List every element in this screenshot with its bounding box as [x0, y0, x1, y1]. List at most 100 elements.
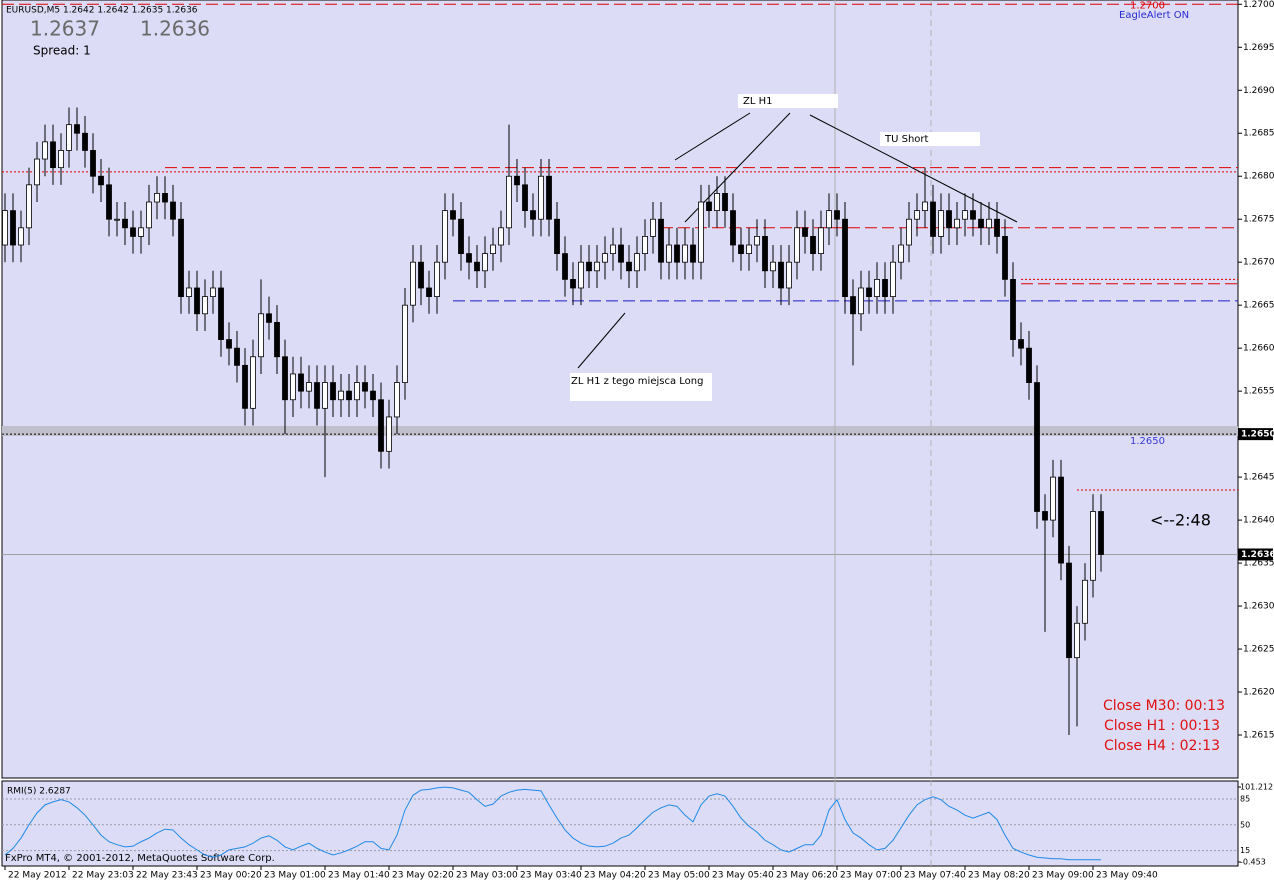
- candle-body: [762, 236, 768, 272]
- candle-body: [258, 313, 264, 358]
- candle-body: [50, 141, 56, 169]
- candle-body: [90, 150, 96, 177]
- candle-body: [722, 193, 728, 212]
- candle-body: [234, 347, 240, 366]
- candle-body: [282, 356, 288, 401]
- candle-body: [978, 218, 984, 229]
- x-tick-label: 23 May 07:00: [840, 871, 902, 881]
- indicator-tick-label: 15: [1240, 846, 1250, 855]
- candle-body: [546, 175, 552, 220]
- candle-body: [898, 244, 904, 263]
- level-label: 1.2650: [1130, 436, 1165, 447]
- y-tick-label: 1.2645: [1243, 473, 1274, 483]
- bid-quote: 1.2637: [30, 17, 100, 41]
- candle-body: [130, 227, 136, 237]
- candle-body: [122, 218, 128, 229]
- indicator-label: RMI(5) 2.6287: [7, 787, 71, 797]
- candle-body: [882, 278, 888, 297]
- candle-body: [162, 193, 168, 203]
- candle-body: [906, 218, 912, 246]
- candle-body: [346, 390, 352, 401]
- candle-body: [42, 141, 48, 160]
- candle-body: [74, 124, 80, 134]
- candle-body: [106, 184, 112, 220]
- candle-body: [602, 253, 608, 263]
- candle-body: [826, 210, 832, 229]
- price-label-box: [1238, 548, 1273, 561]
- candle-body: [746, 244, 752, 255]
- candle-body: [594, 261, 600, 272]
- countdown: <--2:48: [1150, 511, 1211, 530]
- trend-line: [809, 114, 1018, 223]
- x-tick-label: 23 May 06:20: [776, 871, 838, 881]
- trend-line: [577, 312, 626, 369]
- x-tick-label: 23 May 00:20: [200, 871, 262, 881]
- candle-body: [290, 373, 296, 401]
- ask-quote: 1.2636: [140, 17, 210, 41]
- candle-body: [970, 210, 976, 220]
- y-tick-label: 1.2675: [1243, 215, 1274, 225]
- price-label: 1.2650: [1241, 430, 1274, 440]
- candle-body: [306, 382, 312, 392]
- annotation: ZL H1: [743, 96, 772, 107]
- candle-body: [354, 382, 360, 401]
- candle-body: [730, 210, 736, 246]
- candle-body: [498, 227, 504, 246]
- candle-body: [178, 218, 184, 297]
- candle-body: [562, 253, 568, 280]
- candle-body: [818, 227, 824, 255]
- candle-body: [66, 124, 72, 151]
- candle-body: [298, 373, 304, 392]
- candle-body: [1042, 511, 1048, 521]
- candle-body: [322, 382, 328, 409]
- candle-body: [434, 261, 440, 297]
- candle-body: [250, 356, 256, 409]
- candle-body: [138, 227, 144, 237]
- y-tick-label: 1.2665: [1243, 301, 1274, 311]
- alert-status: EagleAlert ON: [1119, 10, 1189, 21]
- candle-body: [394, 382, 400, 418]
- candle-body: [330, 382, 336, 401]
- level-label: 1.2700: [1130, 0, 1165, 11]
- candle-body: [426, 287, 432, 297]
- candle-body: [850, 296, 856, 315]
- candle-body: [530, 210, 536, 220]
- y-tick-label: 1.2620: [1243, 688, 1274, 698]
- candle-body: [386, 416, 392, 452]
- candle-body: [698, 201, 704, 263]
- candle-body: [946, 210, 952, 229]
- candle-body: [930, 201, 936, 237]
- candle-body: [674, 244, 680, 263]
- x-tick-label: 23 May 07:40: [904, 871, 966, 881]
- price-label: 1.2636: [1241, 550, 1274, 560]
- candle-body: [1090, 511, 1096, 581]
- y-tick-label: 1.2695: [1243, 43, 1274, 53]
- x-tick-label: 23 May 01:40: [328, 871, 390, 881]
- candle-body: [466, 253, 472, 263]
- candle-body: [954, 218, 960, 229]
- trend-line: [674, 112, 751, 161]
- candle-body: [690, 244, 696, 263]
- footer: FxPro MT4, © 2001-2012, MetaQuotes Softw…: [5, 853, 275, 864]
- candle-body: [202, 296, 208, 315]
- candle-body: [338, 390, 344, 401]
- x-tick-label: 23 May 01:00: [264, 871, 326, 881]
- candle-body: [2, 210, 8, 246]
- candle-body: [658, 218, 664, 263]
- candle-body: [1058, 476, 1064, 564]
- x-tick-label: 23 May 08:20: [968, 871, 1030, 881]
- candle-body: [442, 210, 448, 263]
- candle-body: [650, 218, 656, 237]
- candle-body: [922, 201, 928, 212]
- candle-body: [738, 244, 744, 255]
- candle-body: [1066, 562, 1072, 659]
- indicator-tick-label: 50: [1240, 820, 1250, 829]
- candle-body: [642, 236, 648, 255]
- y-tick-label: 1.2630: [1243, 602, 1274, 612]
- x-tick-label: 22 May 2012: [8, 871, 67, 881]
- candle-body: [666, 244, 672, 263]
- candle-body: [1010, 278, 1016, 340]
- candle-body: [994, 218, 1000, 237]
- candle-body: [506, 175, 512, 229]
